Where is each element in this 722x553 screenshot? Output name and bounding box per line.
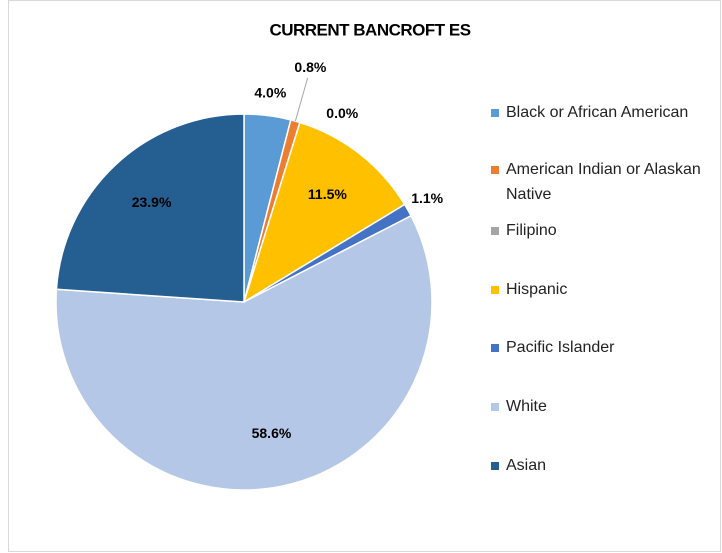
legend-label: Hispanic [506,281,567,298]
pie-slice [55,113,245,303]
data-label: 11.5% [308,186,347,202]
legend-swatch [491,227,499,235]
legend-label: Filipino [506,222,557,239]
legend-swatch [491,166,499,174]
legend-swatch [491,109,499,117]
legend-label: Black or African American [506,104,688,121]
leader-line [294,77,309,122]
pie-slice [55,214,433,491]
data-label: 1.1% [411,190,443,206]
legend-label: White [506,398,547,415]
legend-label: American Indian or Alaskan Native [506,161,705,203]
legend-swatch [491,344,499,352]
data-label: 23.9% [132,194,172,210]
legend-label: Asian [506,457,546,474]
data-label: 58.6% [252,425,292,441]
data-label: 0.8% [294,59,326,75]
legend-swatch [491,286,499,294]
pie-slice [242,121,406,304]
chart-title: CURRENT BANCROFT ES [269,20,470,39]
legend-label: Pacific Islander [506,339,615,356]
data-label: 0.0% [326,105,358,121]
legend-swatch [491,462,499,470]
data-label: 4.0% [254,84,286,100]
legend-swatch [491,403,499,411]
